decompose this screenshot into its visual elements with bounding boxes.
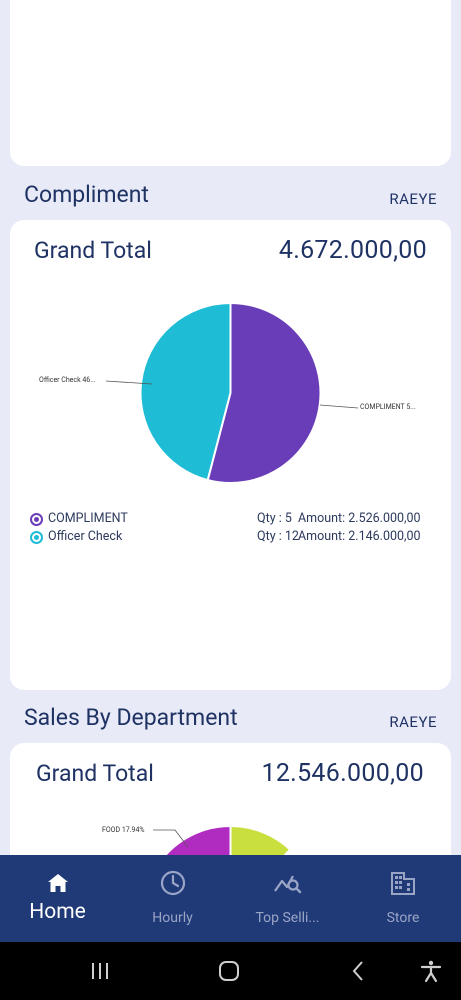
legend-name: Officer Check xyxy=(48,529,123,544)
home-button-icon[interactable] xyxy=(217,959,241,983)
pie-label-officer-check: Officer Check 46... xyxy=(39,376,96,384)
nav-top-selling[interactable]: Top Selli... xyxy=(230,855,345,942)
section-title-compliment: Compliment xyxy=(24,181,149,208)
grand-total-value: 12.546.000,00 xyxy=(261,759,424,788)
section-title-sales-by-department: Sales By Department xyxy=(24,704,238,731)
dept-raeye-link[interactable]: RAEYE xyxy=(389,713,437,731)
chart-search-icon xyxy=(273,875,301,894)
grand-total-label: Grand Total xyxy=(36,760,154,787)
recent-apps-icon[interactable] xyxy=(88,959,112,983)
legend-row: COMPLIMENT Qty : 5 Amount: 2.526.000,00 xyxy=(30,511,430,529)
back-icon[interactable] xyxy=(347,959,371,983)
nav-hourly[interactable]: Hourly xyxy=(115,855,230,942)
nav-home[interactable]: Home xyxy=(0,855,115,942)
legend-name: COMPLIMENT xyxy=(48,511,128,526)
legend-amount: Amount: 2.526.000,00 xyxy=(298,511,421,526)
grand-total-value: 4.672.000,00 xyxy=(278,236,427,265)
pie-leader-food xyxy=(153,829,189,848)
legend-dot-icon xyxy=(30,513,43,526)
clock-icon xyxy=(160,870,185,896)
pie-label-food: FOOD 17.94% xyxy=(102,826,145,834)
legend-row: Officer Check Qty : 12 Amount: 2.146.000… xyxy=(30,529,430,547)
nav-label-home: Home xyxy=(29,900,86,924)
nav-store[interactable]: Store xyxy=(345,855,461,942)
summary-card xyxy=(10,0,451,166)
nav-label-top-selling: Top Selli... xyxy=(255,910,320,926)
pie-leader-left xyxy=(105,380,153,385)
compliment-card: Grand Total 4.672.000,00 Officer Check 4… xyxy=(10,220,451,690)
grand-total-label: Grand Total xyxy=(34,237,152,264)
system-navigation-bar xyxy=(0,942,461,1000)
compliment-raeye-link[interactable]: RAEYE xyxy=(389,190,437,208)
pie-leader-right xyxy=(319,404,359,409)
pie-label-compliment: COMPLIMENT 5... xyxy=(360,403,416,411)
home-icon xyxy=(47,874,68,892)
legend-qty: Qty : 5 xyxy=(257,511,292,526)
nav-label-hourly: Hourly xyxy=(152,910,193,926)
pie-slice-compliment[interactable] xyxy=(206,301,322,484)
accessibility-icon[interactable] xyxy=(419,959,443,983)
legend-dot-icon xyxy=(30,531,43,544)
compliment-pie-chart xyxy=(105,301,359,484)
legend-qty: Qty : 12 xyxy=(257,529,299,544)
building-icon xyxy=(391,872,415,895)
bottom-navigation: Home Hourly Top Selli... Store xyxy=(0,855,461,942)
nav-label-store: Store xyxy=(386,910,420,926)
legend-amount: Amount: 2.146.000,00 xyxy=(298,529,421,544)
pie-slice-officer-check[interactable] xyxy=(139,301,232,482)
